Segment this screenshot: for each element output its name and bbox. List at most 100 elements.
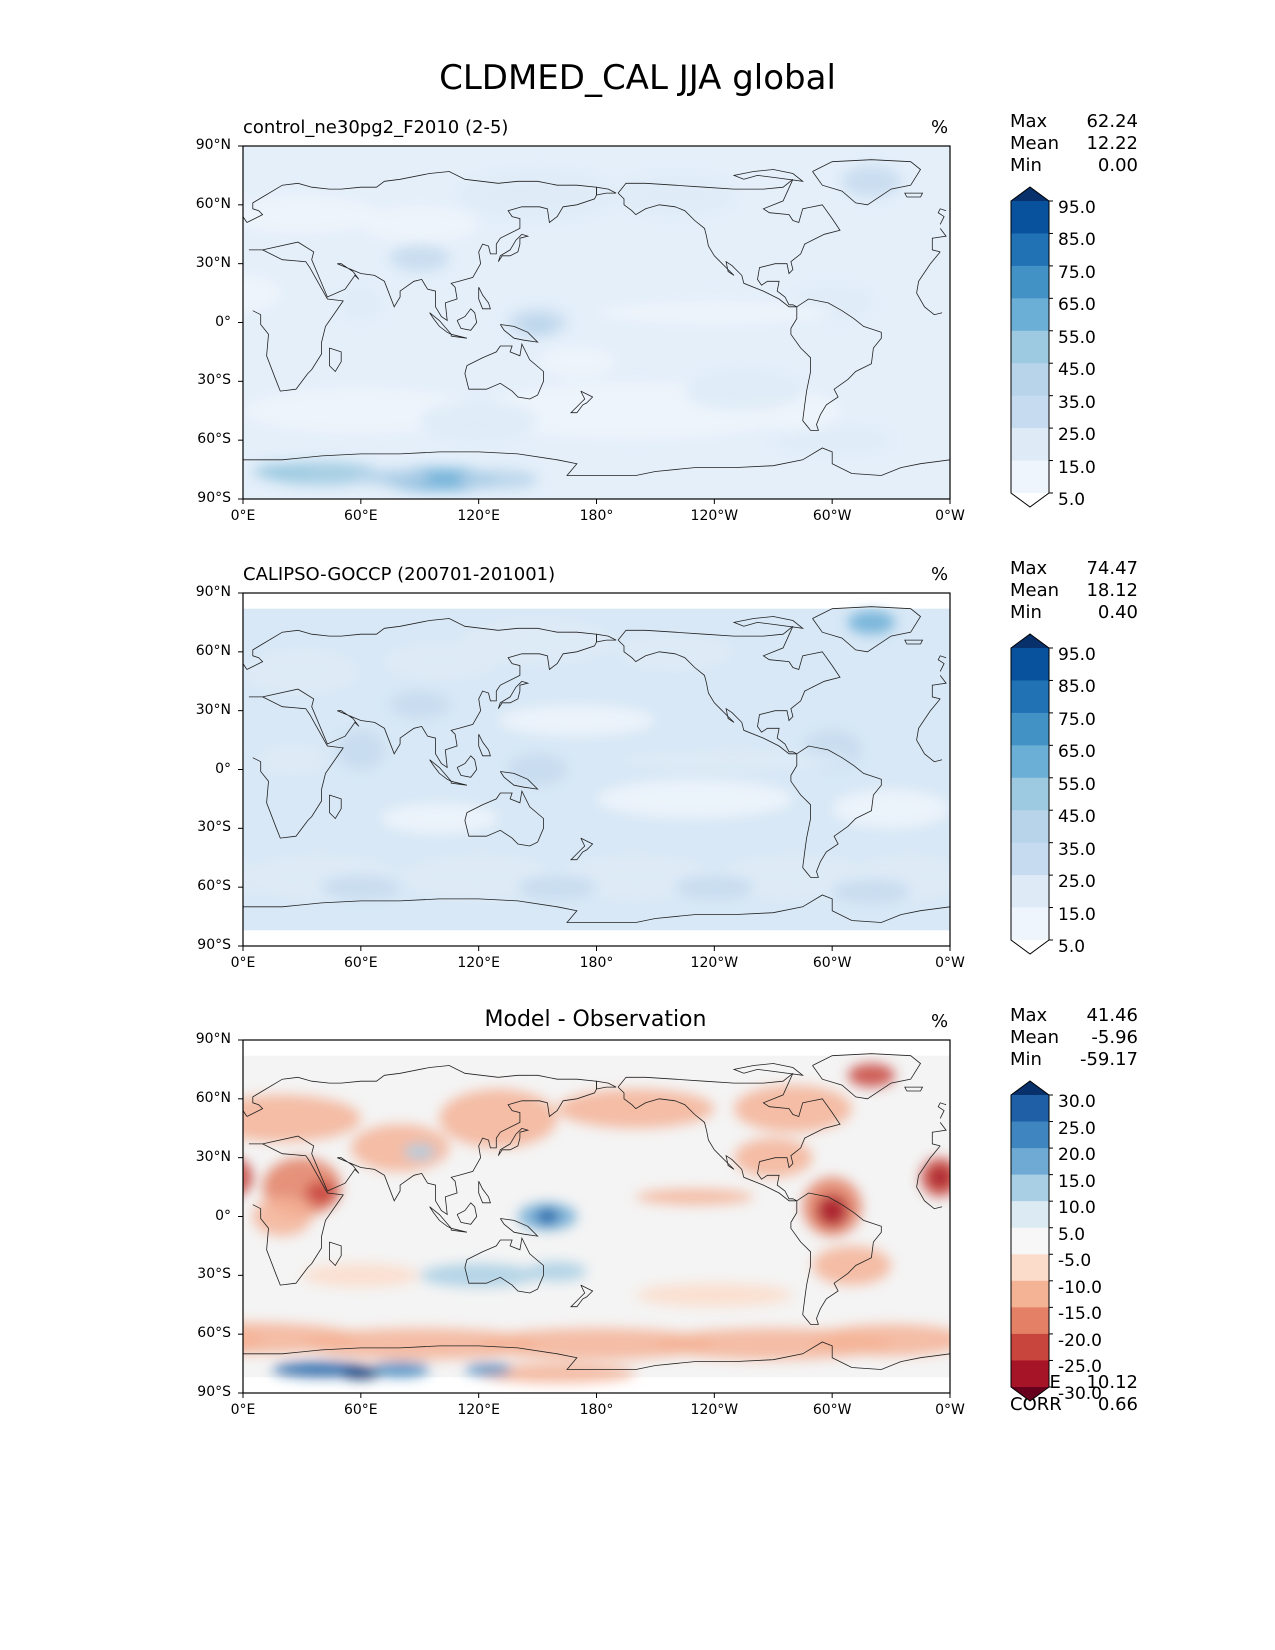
unit-label: %	[931, 1011, 949, 1032]
colorbar-bin	[1011, 1201, 1049, 1229]
colorbar-bin	[1011, 233, 1049, 267]
stat-label: Min	[1010, 1049, 1042, 1070]
figure-title: CLDMED_CAL JJA global	[439, 58, 836, 98]
field-shade-blob	[521, 318, 554, 335]
stat-value: 0.66	[1097, 1394, 1138, 1415]
field-shade-blob	[733, 1138, 813, 1178]
colorbar-label: 25.0	[1058, 1118, 1096, 1139]
coastline	[243, 447, 950, 499]
stat-label: Max	[1010, 1005, 1048, 1026]
colorbar-bin	[1011, 1174, 1049, 1202]
field-shade-blob	[439, 1089, 558, 1148]
coastline	[450, 1227, 467, 1233]
coastline	[812, 1053, 922, 1100]
field-shade-blob	[243, 647, 361, 695]
coastline	[456, 308, 478, 331]
coastline	[499, 771, 539, 790]
coastline	[243, 655, 947, 672]
colorbar-label: 25.0	[1058, 425, 1096, 446]
colorbar-label: 45.0	[1058, 807, 1096, 828]
stat-row: Max 62.24	[1010, 111, 1138, 133]
field-shade-blob	[773, 428, 892, 452]
colorbar-label: 20.0	[1058, 1145, 1096, 1166]
field-shade-blob	[596, 300, 833, 325]
colorbar	[1010, 1080, 1053, 1402]
colorbar-bin	[1011, 1307, 1049, 1335]
lon-tick-label: 60°E	[343, 955, 378, 971]
field-shade-blob	[464, 1363, 513, 1376]
coastline	[243, 894, 950, 946]
stat-value: 62.24	[1086, 111, 1138, 132]
coastline	[246, 171, 947, 322]
lon-tick-label: 180°	[579, 508, 614, 524]
lon-tick-label: 60°W	[812, 1402, 852, 1418]
stat-row: Min 0.40	[1010, 602, 1138, 624]
lat-tick-label: 90°N	[195, 1031, 231, 1047]
field-shade-blob	[341, 1367, 381, 1380]
colorbar-extend-top	[1011, 187, 1049, 201]
field-shade-blob	[419, 1263, 538, 1288]
lat-tick-label: 90°S	[197, 490, 231, 506]
lon-tick-label: 120°E	[457, 1402, 500, 1418]
colorbar-label: 75.0	[1058, 262, 1096, 283]
field-shade-blob	[498, 704, 656, 737]
lat-tick-label: 30°S	[197, 819, 231, 836]
stat-value: -59.17	[1079, 1049, 1138, 1070]
lon-tick-label: 60°W	[812, 955, 852, 971]
colorbar-bin	[1011, 712, 1049, 746]
coastline	[790, 745, 882, 878]
colorbar-label: 25.0	[1058, 872, 1096, 893]
colorbar-label: 45.0	[1058, 360, 1096, 381]
colorbar-label: 75.0	[1058, 709, 1096, 730]
coastline	[904, 1086, 924, 1092]
field-shade-blob	[635, 1283, 793, 1307]
colorbar-extend-bottom	[1011, 1387, 1049, 1401]
coastline	[812, 159, 922, 206]
lon-tick-label: 60°W	[812, 508, 852, 524]
lon-tick-label: 0°W	[935, 508, 965, 524]
stats-block: Max 62.24 Mean 12.22 Min 0.00	[1010, 111, 1138, 177]
lon-tick-label: 120°W	[690, 508, 739, 524]
field-shade-blob	[390, 244, 450, 272]
colorbar-label: 15.0	[1058, 457, 1096, 478]
coastline	[243, 1102, 947, 1119]
lat-tick-label: 30°S	[197, 1266, 231, 1283]
stat-label: Max	[1010, 558, 1048, 579]
field-shade-blob	[351, 469, 430, 486]
colorbar-bin	[1011, 395, 1049, 429]
colorbar-label: -5.0	[1058, 1251, 1092, 1272]
coastline	[570, 837, 594, 861]
coastline	[732, 169, 805, 182]
field-shade-blob	[684, 371, 803, 411]
stat-label: Mean	[1010, 580, 1060, 601]
coastline	[243, 208, 947, 225]
coastline	[790, 1192, 882, 1325]
coastline	[464, 1236, 544, 1294]
coastline	[243, 1341, 950, 1393]
colorbar-bin	[1011, 907, 1049, 941]
stat-value: 0.40	[1097, 602, 1138, 623]
coastline	[499, 1218, 539, 1237]
coastline	[497, 233, 530, 262]
colorbar	[1010, 633, 1053, 955]
coastline	[617, 625, 841, 755]
field-shade-blob	[616, 632, 734, 672]
stat-row: Max 41.46	[1010, 1005, 1138, 1027]
coastline	[617, 178, 841, 308]
lat-tick-label: 90°S	[197, 937, 231, 953]
field-shade-blob	[360, 204, 479, 245]
field-shade-blob	[832, 879, 911, 903]
stat-label: Mean	[1010, 1027, 1060, 1048]
colorbar-bin	[1011, 201, 1049, 234]
coastline	[497, 680, 530, 709]
stat-row: Mean -5.96	[1010, 1027, 1138, 1049]
stat-value: 41.46	[1086, 1005, 1138, 1026]
stat-value: 10.12	[1086, 1372, 1138, 1393]
stat-row: Min 0.00	[1010, 155, 1138, 177]
colorbar-label: 5.0	[1058, 1224, 1086, 1245]
field-shading	[243, 610, 950, 903]
coastline	[450, 780, 467, 786]
stat-label: Min	[1010, 155, 1042, 176]
field-shade-blob	[527, 1261, 587, 1282]
colorbar-bin	[1011, 648, 1049, 681]
